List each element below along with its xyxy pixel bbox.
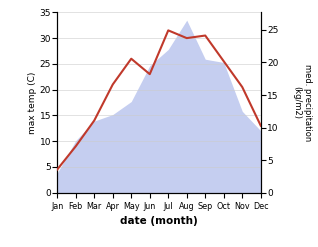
X-axis label: date (month): date (month) — [120, 216, 198, 226]
Y-axis label: max temp (C): max temp (C) — [28, 71, 37, 134]
Y-axis label: med. precipitation
(kg/m2): med. precipitation (kg/m2) — [292, 64, 312, 141]
